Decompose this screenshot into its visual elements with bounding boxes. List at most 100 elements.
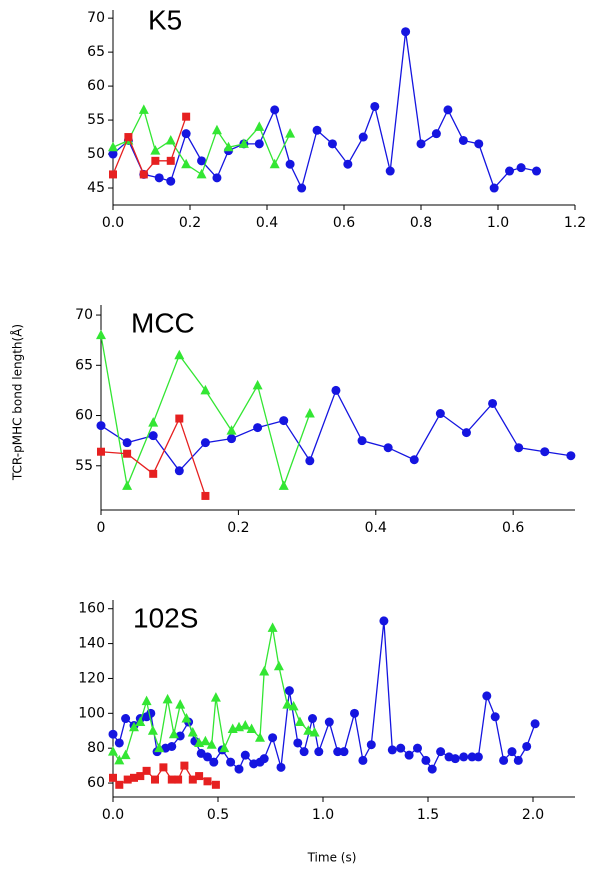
y-tick-label: 50 bbox=[87, 146, 105, 162]
point bbox=[507, 747, 517, 757]
panel-title: 102S bbox=[133, 602, 198, 633]
point bbox=[443, 105, 453, 115]
x-tick-label: 1.0 bbox=[312, 807, 334, 823]
point bbox=[459, 752, 469, 762]
point bbox=[331, 385, 341, 395]
y-axis-label: TCR-pMHC bond length(Å) bbox=[10, 324, 25, 481]
point bbox=[227, 434, 237, 444]
point bbox=[461, 428, 471, 438]
point bbox=[467, 752, 477, 762]
point bbox=[146, 708, 156, 718]
y-tick-label: 120 bbox=[78, 670, 105, 686]
series-line bbox=[100, 388, 571, 472]
point bbox=[259, 754, 269, 764]
point bbox=[121, 714, 131, 724]
x-tick-label: 0.4 bbox=[365, 520, 387, 536]
point bbox=[516, 163, 526, 173]
point bbox=[489, 183, 499, 193]
point bbox=[201, 491, 210, 500]
point bbox=[149, 469, 158, 478]
point bbox=[151, 156, 160, 165]
point bbox=[350, 708, 359, 718]
point bbox=[427, 764, 437, 774]
point bbox=[416, 139, 426, 149]
point bbox=[209, 757, 219, 767]
point bbox=[327, 139, 337, 149]
point bbox=[123, 775, 132, 784]
y-tick-label: 55 bbox=[87, 112, 105, 128]
series-line bbox=[112, 31, 537, 190]
point bbox=[138, 104, 149, 114]
point bbox=[114, 754, 125, 765]
point bbox=[123, 449, 132, 458]
point bbox=[124, 133, 133, 142]
point bbox=[141, 695, 152, 706]
point bbox=[196, 168, 207, 179]
point bbox=[115, 780, 124, 789]
point bbox=[150, 145, 161, 155]
point bbox=[174, 349, 185, 360]
point bbox=[174, 466, 184, 476]
point bbox=[366, 740, 376, 750]
point bbox=[409, 455, 419, 465]
point bbox=[431, 129, 441, 139]
point bbox=[226, 425, 237, 435]
point bbox=[435, 409, 445, 419]
point bbox=[203, 777, 212, 786]
point bbox=[223, 141, 234, 152]
point bbox=[304, 408, 315, 418]
point bbox=[181, 713, 192, 723]
y-tick-label: 60 bbox=[75, 408, 93, 424]
point bbox=[108, 149, 118, 159]
point bbox=[195, 772, 204, 781]
point bbox=[108, 141, 118, 152]
point bbox=[522, 741, 532, 751]
point bbox=[175, 414, 184, 423]
point bbox=[109, 773, 117, 782]
x-tick-label: 0.2 bbox=[227, 520, 249, 536]
x-tick-label: 0.5 bbox=[207, 807, 229, 823]
point bbox=[203, 752, 212, 762]
panel-title: K5 bbox=[148, 4, 182, 35]
point bbox=[187, 726, 198, 737]
point bbox=[114, 738, 124, 748]
point bbox=[278, 480, 289, 490]
point bbox=[267, 622, 278, 632]
point bbox=[148, 417, 159, 427]
point bbox=[490, 712, 500, 722]
point bbox=[188, 775, 197, 784]
point bbox=[219, 742, 230, 753]
point bbox=[305, 456, 315, 466]
x-tick-label: 1.0 bbox=[487, 215, 509, 231]
point bbox=[293, 738, 303, 748]
point bbox=[513, 755, 523, 765]
point bbox=[167, 741, 177, 751]
point bbox=[154, 742, 165, 753]
point bbox=[268, 733, 278, 743]
series-line bbox=[112, 620, 536, 771]
x-tick-label: 0.2 bbox=[179, 215, 201, 231]
point bbox=[370, 101, 380, 111]
panel-title: MCC bbox=[131, 307, 195, 338]
x-tick-label: 0.0 bbox=[102, 807, 124, 823]
point bbox=[514, 443, 524, 453]
point bbox=[130, 773, 138, 782]
x-tick-label: 1.5 bbox=[417, 807, 439, 823]
point bbox=[401, 27, 411, 37]
point bbox=[309, 726, 320, 737]
series-line bbox=[100, 335, 311, 489]
point bbox=[303, 725, 314, 735]
point bbox=[421, 755, 431, 765]
x-tick-label: 0.6 bbox=[333, 215, 355, 231]
point bbox=[505, 166, 515, 176]
point bbox=[240, 750, 250, 760]
point bbox=[174, 775, 183, 784]
point bbox=[210, 692, 221, 702]
point bbox=[285, 128, 296, 138]
y-tick-label: 60 bbox=[87, 78, 105, 94]
point bbox=[206, 739, 217, 749]
point bbox=[324, 717, 334, 727]
point bbox=[211, 780, 220, 789]
y-tick-label: 60 bbox=[87, 775, 105, 791]
point bbox=[166, 156, 175, 165]
